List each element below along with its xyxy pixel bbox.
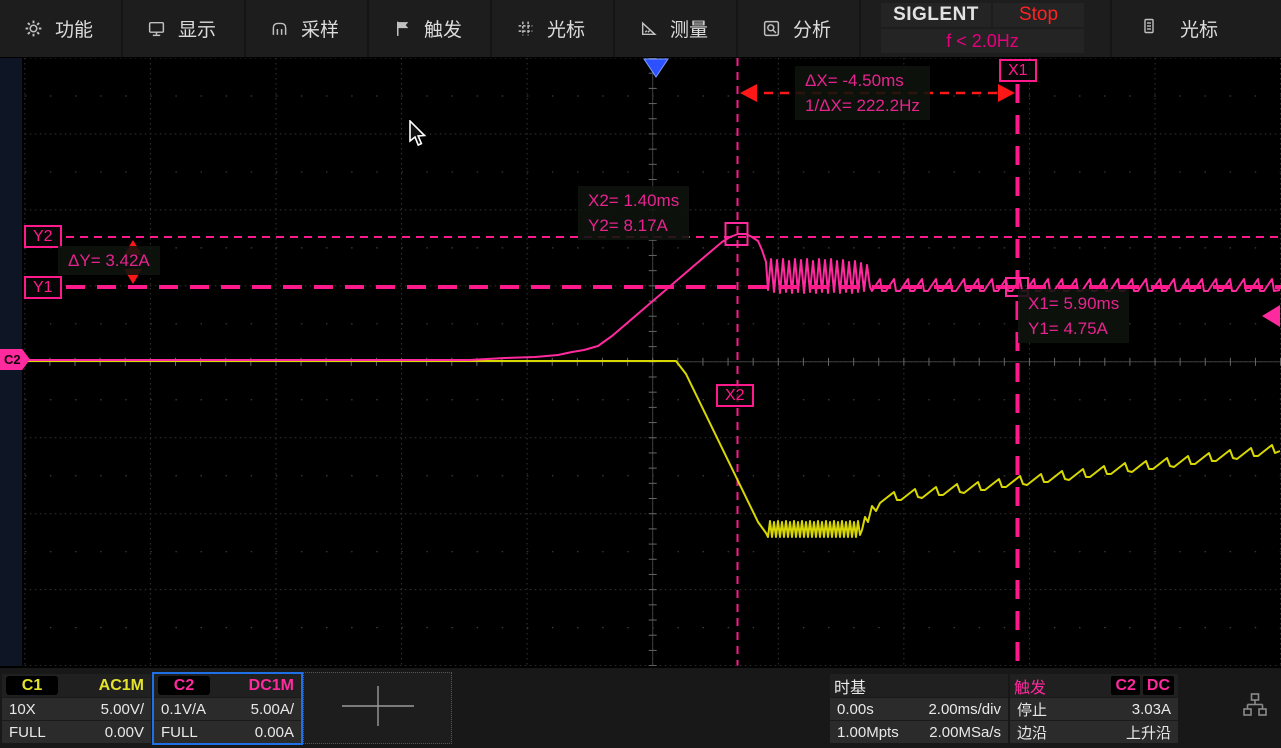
trigger-source-badge: C2 <box>1111 676 1140 695</box>
delta-x-left-arrow <box>740 84 757 102</box>
menu-item-label: 测量 <box>670 20 709 41</box>
timebase-title: 时基 <box>834 679 867 697</box>
menu-item-analysis[interactable]: 分析 <box>738 0 861 57</box>
graticule <box>24 57 1281 667</box>
x2y2-readout: X2= 1.40ms Y2= 8.17A <box>578 186 690 240</box>
trigger-frequency-readout: f < 2.0Hz <box>881 29 1084 53</box>
plus-icon <box>340 684 416 733</box>
c2-probe: 0.1V/A <box>161 700 207 718</box>
siglent-logo: SIGLENT <box>881 3 991 27</box>
c1-waveform-trace <box>25 360 1281 538</box>
delta-y-value: ΔY= 3.42A <box>68 251 150 270</box>
analysis-icon <box>762 19 781 38</box>
inverse-delta-x-value: 1/ΔX= 222.2Hz <box>805 96 920 115</box>
x1y1-readout: X1= 5.90ms Y1= 4.75A <box>1018 289 1130 343</box>
cursor-label-y1[interactable]: Y1 <box>24 276 62 299</box>
delta-x-value: ΔX= -4.50ms <box>805 71 904 90</box>
timebase-memory: 1.00Mpts <box>837 723 899 741</box>
menu-bar: 功能 显示 采样 触发 光标 <box>0 0 1281 58</box>
x2y2-intersection-marker <box>724 222 749 246</box>
c1-coupling: AC1M <box>98 676 144 694</box>
menu-item-function[interactable]: 功能 <box>0 0 123 57</box>
measure-icon <box>639 19 658 38</box>
status-bar: C1 AC1M 10X 5.00V/ FULL 0.00V C2 DC1M 0.… <box>0 666 1281 748</box>
c1-probe: 10X <box>9 700 36 718</box>
c2-badge: C2 <box>158 676 210 695</box>
c1-offset: 0.00V <box>104 723 144 741</box>
menu-item-label: 触发 <box>424 20 463 41</box>
menu-item-label: 显示 <box>178 20 217 41</box>
trigger-flag-icon <box>393 19 412 38</box>
delta-y-readout: ΔY= 3.42A <box>58 246 160 275</box>
timebase-delay: 0.00s <box>837 700 874 718</box>
display-icon <box>147 19 166 38</box>
menu-item-cursors[interactable]: 光标 <box>492 0 615 57</box>
trigger-title: 触发 <box>1014 679 1047 697</box>
delta-x-right-arrow <box>998 84 1015 102</box>
trigger-position-marker[interactable] <box>643 58 669 78</box>
c1-scale: 5.00V/ <box>100 700 144 718</box>
trigger-type: 边沿 <box>1017 724 1048 742</box>
add-channel-slot[interactable] <box>303 672 452 744</box>
acquisition-status: Stop <box>993 3 1084 27</box>
channel1-panel[interactable]: C1 AC1M 10X 5.00V/ FULL 0.00V <box>2 674 151 743</box>
menu-item-cursor-panel[interactable]: 光标 <box>1110 0 1218 57</box>
cursor-label-x1[interactable]: X1 <box>999 59 1037 82</box>
list-icon <box>1140 17 1158 41</box>
timebase-samplerate: 2.00MSa/s <box>929 723 1001 741</box>
c2-scale: 5.00A/ <box>250 700 294 718</box>
trigger-slope: 上升沿 <box>1125 724 1171 742</box>
c2-ground-marker[interactable]: C2 <box>0 349 30 370</box>
cursor-label-y2[interactable]: Y2 <box>24 225 62 248</box>
y2-value: Y2= 8.17A <box>588 216 668 235</box>
cursor-grid-icon <box>516 19 535 38</box>
sampling-icon <box>270 19 289 38</box>
c2-bandwidth: FULL <box>161 723 198 741</box>
gear-icon <box>24 19 43 38</box>
menu-item-label: 光标 <box>1180 20 1219 41</box>
trigger-level-marker[interactable] <box>1262 305 1280 327</box>
mouse-pointer <box>408 119 432 153</box>
menu-item-label: 功能 <box>55 20 94 41</box>
trigger-coupling-badge: DC <box>1142 676 1174 695</box>
menu-item-label: 光标 <box>547 20 586 41</box>
x1-value: X1= 5.90ms <box>1028 294 1120 313</box>
timebase-scale: 2.00ms/div <box>928 700 1001 718</box>
x1y1-intersection-marker <box>1005 277 1029 297</box>
x2-value: X2= 1.40ms <box>588 191 680 210</box>
menu-item-acquire[interactable]: 采样 <box>246 0 369 57</box>
c1-badge: C1 <box>6 676 58 695</box>
c2-offset: 0.00A <box>254 723 294 741</box>
menu-item-display[interactable]: 显示 <box>123 0 246 57</box>
trigger-status: 停止 <box>1017 701 1048 719</box>
trigger-panel[interactable]: 触发 C2 DC 停止 3.03A 边沿 上升沿 <box>1010 674 1178 743</box>
channel2-panel[interactable]: C2 DC1M 0.1V/A 5.00A/ FULL 0.00A <box>152 672 303 745</box>
delta-x-readout: ΔX= -4.50ms 1/ΔX= 222.2Hz <box>795 66 930 120</box>
network-icon[interactable] <box>1242 692 1268 723</box>
menu-item-trigger[interactable]: 触发 <box>369 0 492 57</box>
trigger-level: 3.03A <box>1131 700 1171 718</box>
menu-item-measure[interactable]: 测量 <box>615 0 738 57</box>
c1-bandwidth: FULL <box>9 723 46 741</box>
menu-item-label: 采样 <box>301 20 340 41</box>
cursor-label-x2[interactable]: X2 <box>716 384 754 407</box>
c2-coupling: DC1M <box>248 676 294 694</box>
y1-value: Y1= 4.75A <box>1028 319 1108 338</box>
menu-item-label: 分析 <box>793 20 832 41</box>
brand-status-block: SIGLENT Stop f < 2.0Hz <box>881 3 1084 53</box>
timebase-panel[interactable]: 时基 0.00s 2.00ms/div 1.00Mpts 2.00MSa/s <box>830 674 1008 743</box>
